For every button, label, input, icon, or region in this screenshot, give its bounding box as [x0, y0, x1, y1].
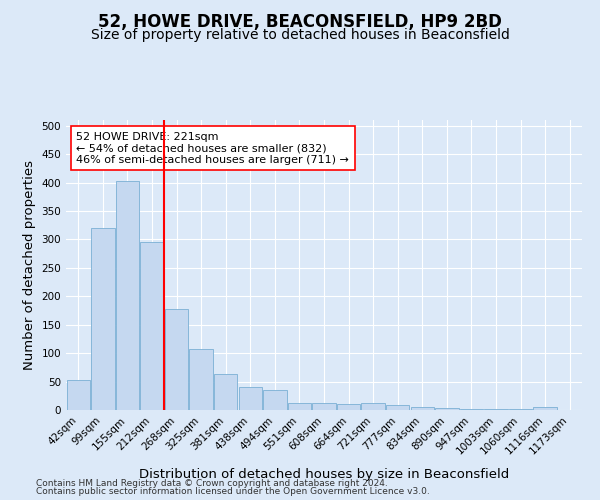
- Bar: [116, 181, 139, 410]
- Bar: [190, 349, 213, 410]
- Bar: [165, 309, 188, 410]
- Bar: [67, 380, 90, 410]
- Bar: [91, 228, 115, 410]
- Bar: [288, 403, 311, 410]
- Bar: [386, 406, 409, 410]
- Bar: [214, 374, 238, 410]
- Y-axis label: Number of detached properties: Number of detached properties: [23, 160, 36, 370]
- Text: Size of property relative to detached houses in Beaconsfield: Size of property relative to detached ho…: [91, 28, 509, 42]
- Bar: [140, 242, 164, 410]
- X-axis label: Distribution of detached houses by size in Beaconsfield: Distribution of detached houses by size …: [139, 468, 509, 480]
- Text: 52 HOWE DRIVE: 221sqm
← 54% of detached houses are smaller (832)
46% of semi-det: 52 HOWE DRIVE: 221sqm ← 54% of detached …: [76, 132, 349, 165]
- Bar: [239, 388, 262, 410]
- Bar: [435, 408, 458, 410]
- Bar: [533, 407, 557, 410]
- Text: 52, HOWE DRIVE, BEACONSFIELD, HP9 2BD: 52, HOWE DRIVE, BEACONSFIELD, HP9 2BD: [98, 12, 502, 30]
- Bar: [337, 404, 360, 410]
- Text: Contains public sector information licensed under the Open Government Licence v3: Contains public sector information licen…: [36, 487, 430, 496]
- Bar: [313, 403, 335, 410]
- Bar: [361, 402, 385, 410]
- Bar: [263, 390, 287, 410]
- Bar: [410, 407, 434, 410]
- Bar: [460, 409, 483, 410]
- Text: Contains HM Land Registry data © Crown copyright and database right 2024.: Contains HM Land Registry data © Crown c…: [36, 478, 388, 488]
